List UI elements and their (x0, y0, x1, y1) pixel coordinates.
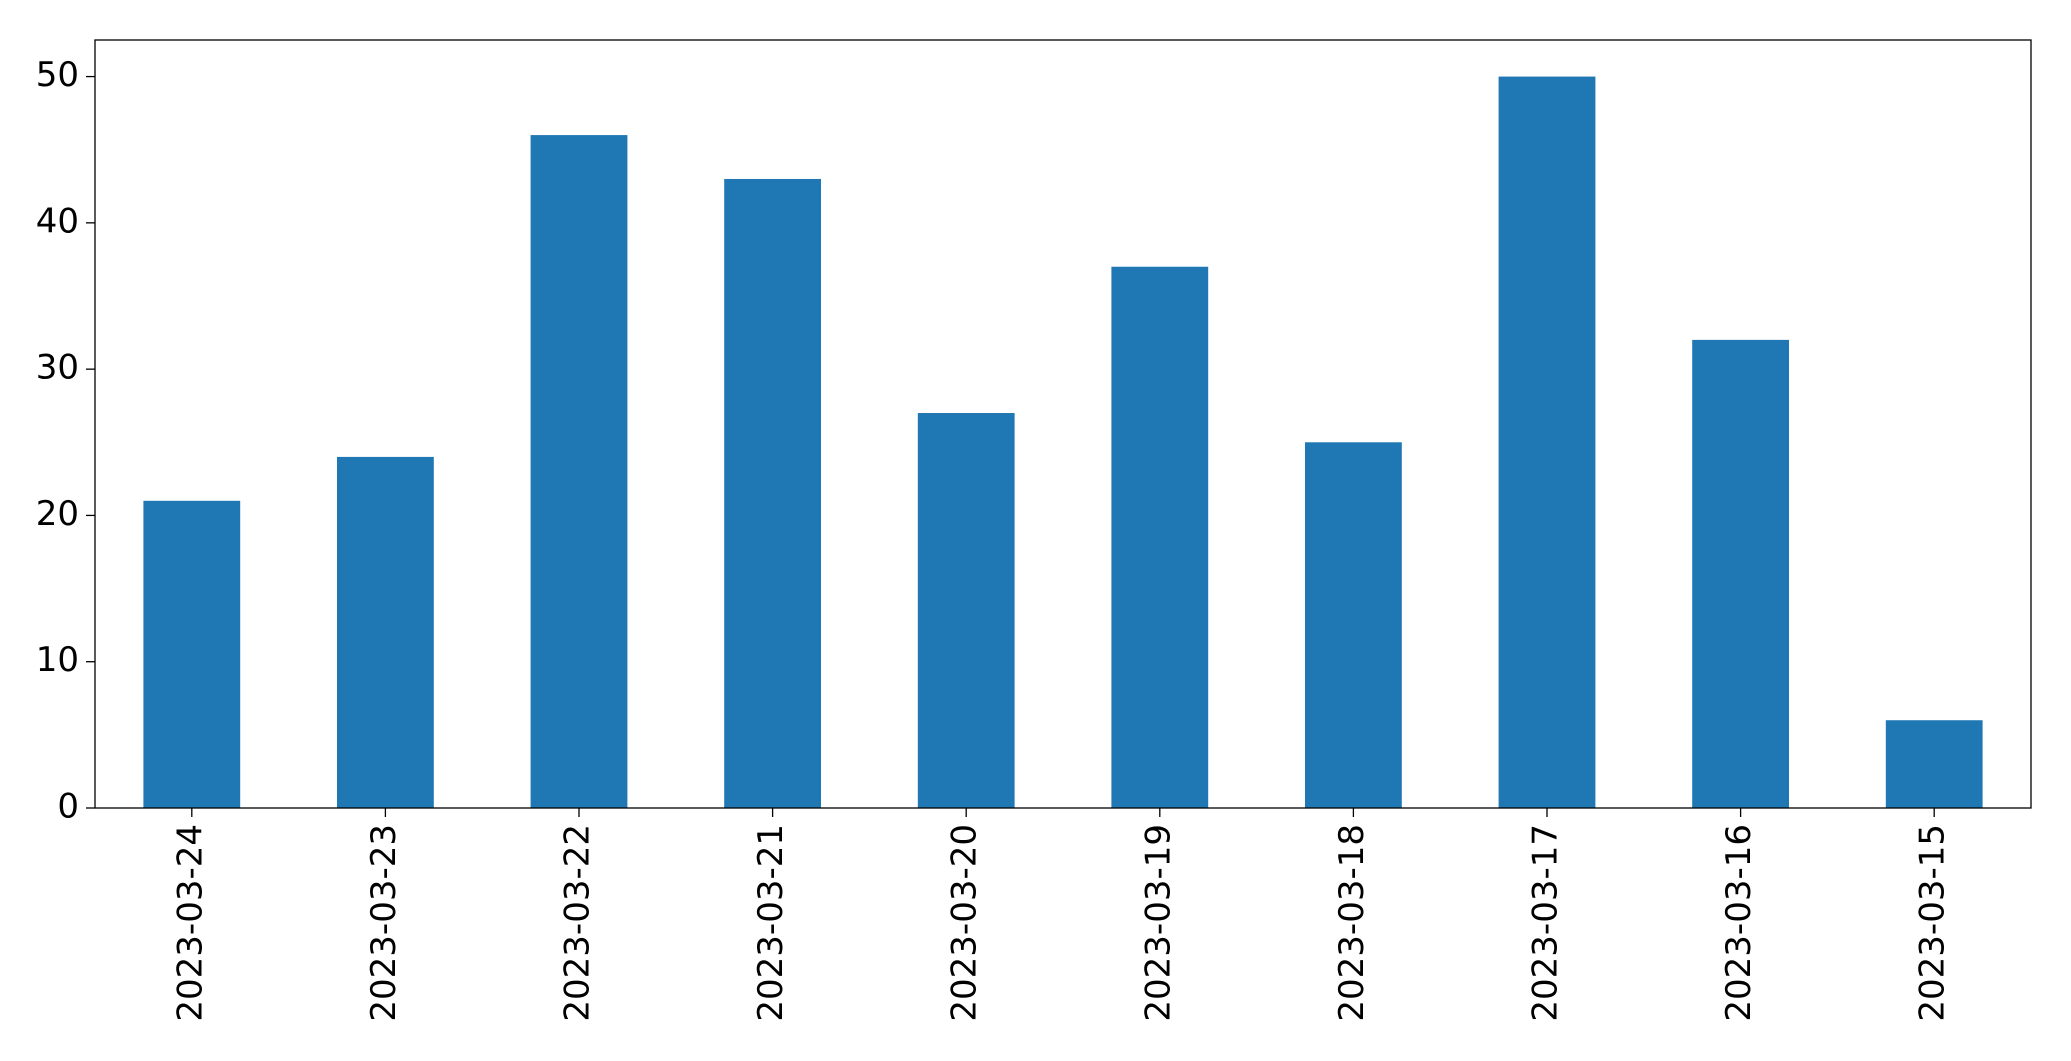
bar (1692, 339, 1789, 808)
bar (1111, 266, 1209, 808)
y-tick-label: 20 (36, 494, 79, 534)
x-tick-label: 2023-03-19 (1138, 824, 1178, 1022)
bar (1498, 76, 1596, 809)
bar (724, 178, 821, 808)
x-tick-label: 2023-03-18 (1332, 824, 1372, 1022)
plot-frame (94, 39, 2032, 809)
x-tick-label: 2023-03-16 (1719, 824, 1759, 1022)
y-tick-label: 40 (36, 201, 79, 241)
y-tick-label: 50 (36, 55, 79, 95)
bar (530, 135, 628, 809)
x-tick-label: 2023-03-15 (1913, 824, 1953, 1022)
bar (1305, 442, 1402, 808)
y-tick-label: 0 (57, 787, 79, 827)
bar (1885, 720, 1983, 808)
x-tick-label: 2023-03-24 (170, 824, 210, 1022)
x-tick-label: 2023-03-20 (945, 824, 985, 1022)
bar (337, 456, 434, 808)
x-tick-label: 2023-03-22 (558, 824, 598, 1022)
x-tick-label: 2023-03-17 (1526, 824, 1566, 1022)
bar (917, 413, 1015, 808)
x-tick-label: 2023-03-21 (751, 824, 791, 1022)
y-tick-label: 30 (36, 348, 79, 388)
bar (143, 500, 241, 808)
y-tick-label: 10 (36, 640, 79, 680)
x-tick-label: 2023-03-23 (364, 824, 404, 1022)
